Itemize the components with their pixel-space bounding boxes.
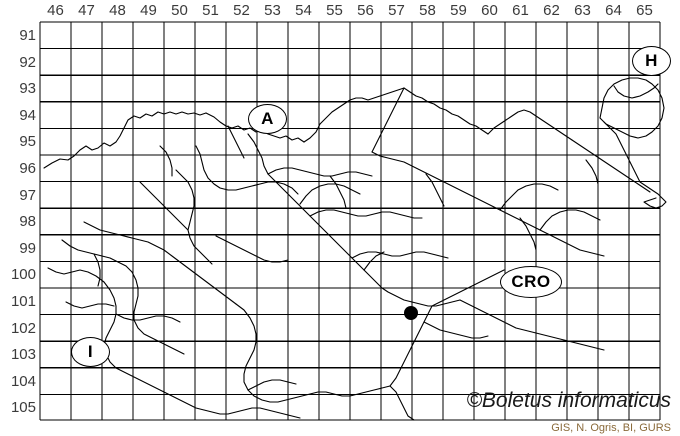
country-badge-hungary: H bbox=[632, 46, 671, 76]
y-tick-99: 99 bbox=[19, 239, 36, 257]
y-tick-94: 94 bbox=[19, 106, 36, 124]
country-border bbox=[56, 32, 654, 414]
country-badge-label: CRO bbox=[511, 272, 551, 291]
y-tick-105: 105 bbox=[10, 399, 36, 417]
x-tick-64: 64 bbox=[605, 2, 622, 19]
x-tick-57: 57 bbox=[388, 2, 405, 19]
x-tick-50: 50 bbox=[171, 2, 188, 19]
country-badge-austria: A bbox=[248, 104, 287, 134]
y-tick-101: 101 bbox=[10, 293, 36, 310]
y-tick-95: 95 bbox=[19, 133, 36, 151]
y-tick-102: 102 bbox=[10, 319, 36, 337]
grid-layer bbox=[39, 21, 661, 421]
country-badge-croatia: CRO bbox=[500, 266, 562, 298]
x-tick-55: 55 bbox=[326, 2, 343, 19]
country-badge-label: I bbox=[87, 342, 94, 361]
y-tick-98: 98 bbox=[19, 213, 36, 231]
y-tick-97: 97 bbox=[19, 186, 36, 204]
x-tick-54: 54 bbox=[295, 2, 312, 19]
y-tick-91: 91 bbox=[19, 27, 36, 44]
x-tick-56: 56 bbox=[357, 2, 374, 19]
x-tick-61: 61 bbox=[512, 2, 529, 19]
y-tick-103: 103 bbox=[10, 346, 36, 364]
y-tick-96: 96 bbox=[19, 160, 36, 177]
x-tick-60: 60 bbox=[481, 2, 498, 19]
x-tick-51: 51 bbox=[202, 2, 219, 19]
x-tick-49: 49 bbox=[140, 2, 157, 19]
x-tick-53: 53 bbox=[264, 2, 281, 19]
x-tick-46: 46 bbox=[47, 2, 64, 19]
x-tick-65: 65 bbox=[636, 2, 653, 19]
country-badge-label: A bbox=[261, 109, 274, 128]
x-tick-62: 62 bbox=[543, 2, 560, 19]
y-tick-100: 100 bbox=[10, 266, 36, 284]
x-tick-58: 58 bbox=[419, 2, 436, 19]
country-badge-italy: I bbox=[71, 337, 110, 367]
x-tick-48: 48 bbox=[109, 2, 126, 19]
region-boundaries bbox=[43, 77, 667, 421]
x-tick-47: 47 bbox=[78, 2, 95, 19]
data-source-credit: GIS, N. Ogris, BI, GURS bbox=[551, 422, 671, 434]
y-tick-104: 104 bbox=[10, 372, 36, 390]
occurrence-layer bbox=[404, 306, 418, 320]
x-tick-59: 59 bbox=[450, 2, 467, 19]
copyright-notice: ©Boletus informaticus bbox=[466, 389, 671, 412]
country-badge-label: H bbox=[645, 51, 658, 70]
x-tick-63: 63 bbox=[574, 2, 591, 19]
occurrence-dot[interactable] bbox=[404, 306, 418, 320]
y-tick-93: 93 bbox=[19, 80, 36, 98]
y-tick-92: 92 bbox=[19, 53, 36, 71]
x-tick-52: 52 bbox=[233, 2, 250, 19]
